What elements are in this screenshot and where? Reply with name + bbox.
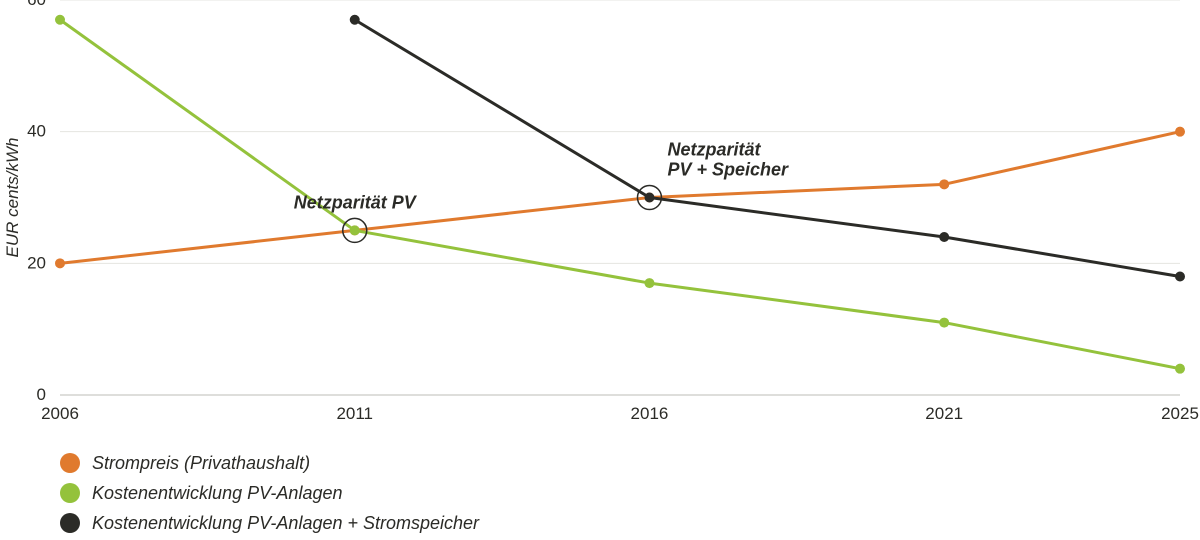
series-marker-pv [55,15,65,25]
series-marker-pv_speicher [350,15,360,25]
x-tick-label: 2025 [1161,404,1199,423]
series-marker-pv_speicher [644,193,654,203]
annotation-text-netzparitaet_pv_speicher: PV + Speicher [667,160,789,180]
legend-label: Kostenentwicklung PV-Anlagen [92,483,343,504]
annotation-text-netzparitaet_pv: Netzparität PV [294,192,418,212]
x-tick-label: 2016 [631,404,669,423]
series-line-pv_speicher [355,20,1180,277]
series-marker-pv_speicher [939,232,949,242]
y-tick-label: 20 [27,253,46,272]
chart-container: 0 20 40 60 2006 2011 2016 2021 2025 EUR cents/kWh… [0,0,1200,540]
legend-dot-icon [60,513,80,533]
series-line-pv [60,20,1180,369]
series-marker-pv [1175,364,1185,374]
series-marker-pv_speicher [1175,272,1185,282]
y-tick-label: 0 [37,385,46,404]
y-tick-label: 60 [27,0,46,9]
legend-dot-icon [60,483,80,503]
legend-item-pv_speicher: Kostenentwicklung PV-Anlagen + Stromspei… [60,508,479,538]
series-marker-pv [644,278,654,288]
legend-label: Kostenentwicklung PV-Anlagen + Stromspei… [92,513,479,534]
y-axis-label: EUR cents/kWh [3,138,22,258]
series-marker-strompreis [939,179,949,189]
series-marker-pv [939,318,949,328]
annotation-text-netzparitaet_pv_speicher: Netzparität [667,140,761,160]
series-marker-strompreis [55,258,65,268]
legend-item-strompreis: Strompreis (Privathaushalt) [60,448,479,478]
legend-dot-icon [60,453,80,473]
legend-label: Strompreis (Privathaushalt) [92,453,310,474]
legend-item-pv: Kostenentwicklung PV-Anlagen [60,478,479,508]
legend: Strompreis (Privathaushalt) Kostenentwick… [60,448,479,538]
x-tick-label: 2011 [336,404,373,423]
series-marker-strompreis [1175,127,1185,137]
y-tick-label: 40 [27,122,46,141]
x-tick-label: 2006 [41,404,79,423]
series-line-strompreis [60,132,1180,264]
series-marker-pv [350,225,360,235]
x-tick-label: 2021 [925,404,963,423]
